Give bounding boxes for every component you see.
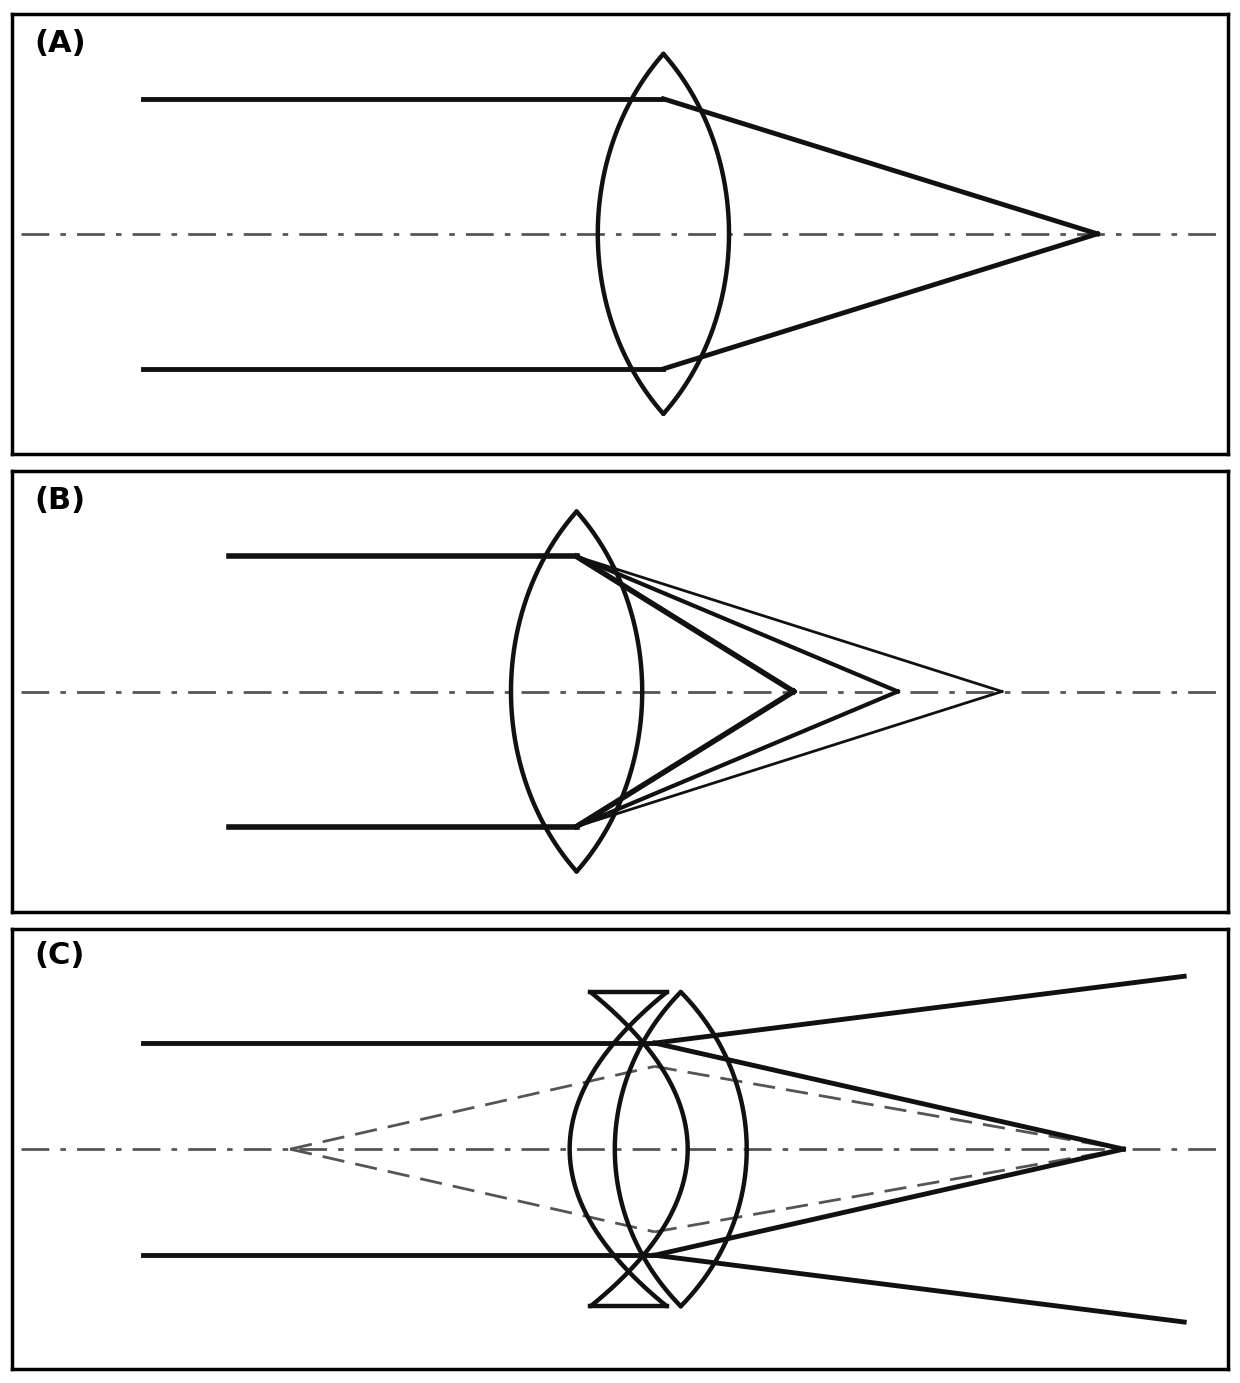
Text: (B): (B) bbox=[33, 487, 86, 516]
Text: (C): (C) bbox=[33, 940, 84, 969]
Text: (A): (A) bbox=[33, 29, 86, 58]
